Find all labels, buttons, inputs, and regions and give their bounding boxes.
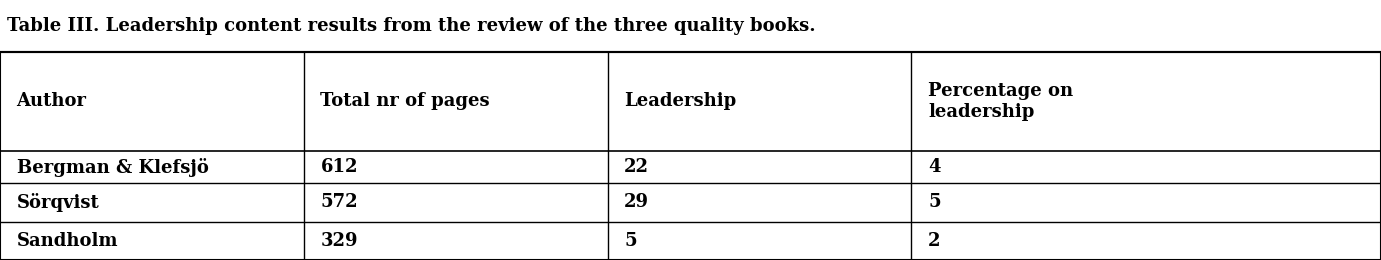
Text: 29: 29 xyxy=(624,193,649,211)
Text: Sandholm: Sandholm xyxy=(17,232,117,250)
Text: 612: 612 xyxy=(320,158,358,176)
Text: 5: 5 xyxy=(928,193,940,211)
Text: 4: 4 xyxy=(928,158,940,176)
Text: Author: Author xyxy=(17,92,87,110)
Text: 2: 2 xyxy=(928,232,940,250)
Text: Table III. Leadership content results from the review of the three quality books: Table III. Leadership content results fr… xyxy=(7,17,816,35)
Text: Sörqvist: Sörqvist xyxy=(17,193,99,212)
Text: Bergman & Klefsjö: Bergman & Klefsjö xyxy=(17,158,209,177)
Text: 572: 572 xyxy=(320,193,358,211)
Text: 5: 5 xyxy=(624,232,637,250)
Text: 22: 22 xyxy=(624,158,649,176)
FancyBboxPatch shape xyxy=(0,52,1381,260)
Text: Percentage on
leadership: Percentage on leadership xyxy=(928,82,1073,121)
Text: 329: 329 xyxy=(320,232,358,250)
Text: Leadership: Leadership xyxy=(624,92,736,110)
Text: Total nr of pages: Total nr of pages xyxy=(320,92,490,110)
